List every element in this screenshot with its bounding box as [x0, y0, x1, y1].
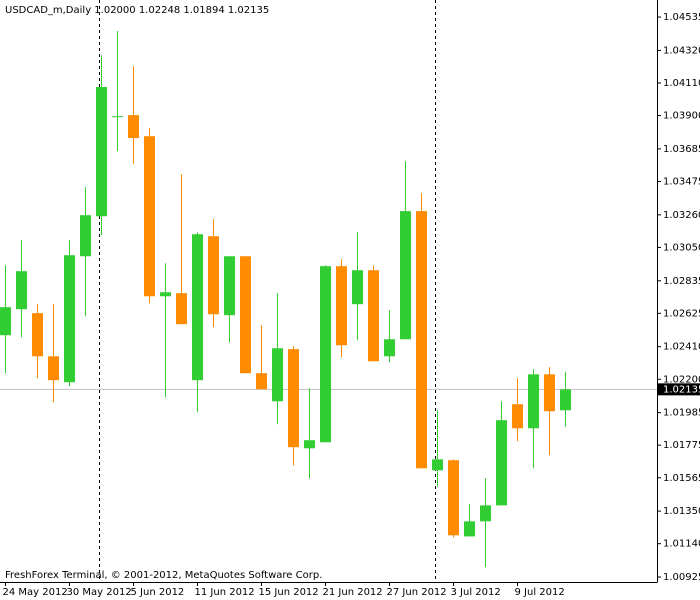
candle-body [416, 211, 427, 469]
y-tick-label: 1.02410 [663, 342, 700, 353]
x-tick-label: 15 Jun 2012 [259, 587, 319, 598]
y-tick-label: 1.00925 [663, 572, 700, 583]
x-tick-label: 5 Jun 2012 [131, 587, 185, 598]
last-price-box [658, 383, 700, 396]
x-tick-label: 21 Jun 2012 [323, 587, 383, 598]
candle-body [96, 87, 107, 217]
y-tick-label: 1.04535 [663, 12, 700, 23]
candle-body [512, 404, 523, 429]
y-tick-label: 1.01140 [663, 539, 700, 550]
y-tick-label: 1.04320 [663, 45, 700, 56]
candle-body [144, 136, 155, 297]
y-tick-label: 1.03050 [663, 242, 700, 253]
candle-body [432, 459, 443, 471]
candle-body [256, 373, 267, 390]
x-tick-label: 3 Jul 2012 [451, 587, 501, 598]
candle-body [0, 307, 11, 336]
candle-body [288, 349, 299, 448]
candle-body [336, 266, 347, 346]
candle-body [32, 313, 43, 357]
y-tick-label: 1.02835 [663, 276, 700, 287]
candle-body [48, 356, 59, 381]
candle-body [16, 271, 27, 310]
y-tick-label: 1.01565 [663, 473, 700, 484]
footer: FreshForex Terminal, © 2001-2012, MetaQu… [5, 570, 322, 581]
candle-body [448, 460, 459, 536]
candle-body [352, 270, 363, 305]
candle-body [480, 505, 491, 522]
y-tick-label: 1.01985 [663, 408, 700, 419]
x-tick-label: 30 May 2012 [67, 587, 132, 598]
y-tick-label: 1.01775 [663, 440, 700, 451]
x-tick-label: 11 Jun 2012 [195, 587, 255, 598]
candle-body [224, 256, 235, 316]
candle-body [64, 255, 75, 383]
y-tick-label: 1.02625 [663, 308, 700, 319]
last-price-label: 1.02135 [663, 384, 700, 395]
chart-title: USDCAD_m,Daily 1.02000 1.02248 1.01894 1… [5, 5, 269, 16]
candle-body [128, 115, 139, 139]
candle-body [464, 521, 475, 537]
candle-body [496, 420, 507, 506]
candle-body [192, 234, 203, 381]
y-tick-label: 1.03900 [663, 111, 700, 122]
candle-body [544, 374, 555, 412]
candle-body [176, 293, 187, 325]
candle-body [400, 211, 411, 340]
x-tick-label: 24 May 2012 [3, 587, 68, 598]
candle-body [560, 389, 571, 411]
candle-body [80, 215, 91, 257]
x-tick-label: 9 Jul 2012 [515, 587, 565, 598]
y-tick-label: 1.03260 [663, 210, 700, 221]
y-tick-label: 1.04110 [663, 78, 700, 89]
y-tick-label: 1.02200 [663, 374, 700, 385]
candle-body [160, 292, 171, 297]
candle-body [240, 256, 251, 374]
y-tick-label: 1.03475 [663, 176, 700, 187]
candle-body [320, 266, 331, 443]
candle-body [112, 116, 123, 118]
candle-body [208, 236, 219, 315]
candle-body [304, 440, 315, 449]
y-tick-label: 1.03685 [663, 144, 700, 155]
candle-body [368, 270, 379, 362]
candle-body [272, 348, 283, 402]
candle-body [384, 339, 395, 357]
y-tick-label: 1.01350 [663, 506, 700, 517]
x-tick-label: 27 Jun 2012 [387, 587, 447, 598]
candle-body [528, 374, 539, 429]
